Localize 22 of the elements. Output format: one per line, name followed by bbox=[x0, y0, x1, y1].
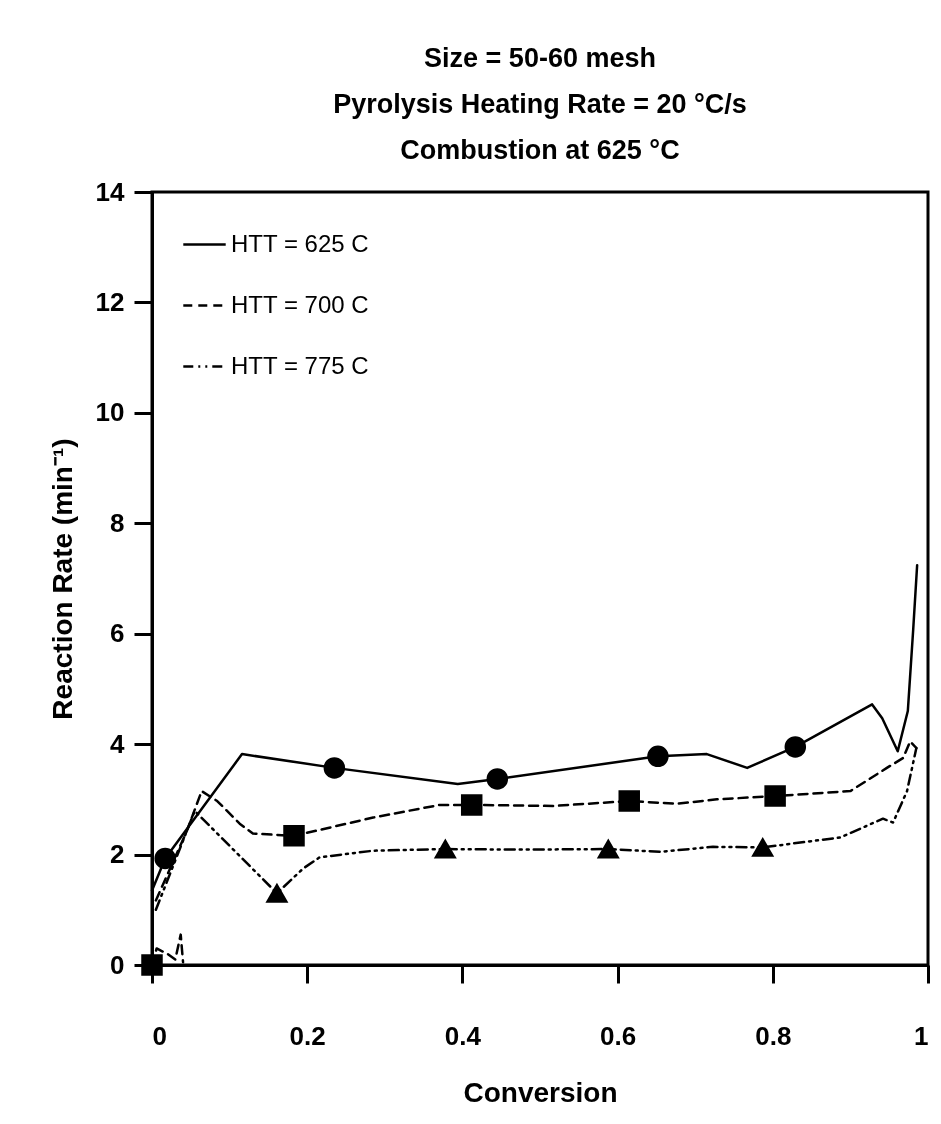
y-tick-label: 10 bbox=[95, 397, 125, 428]
x-tick-label: 0.8 bbox=[755, 1020, 792, 1051]
y-axis-title: Reaction Rate (min⁻¹) bbox=[46, 438, 78, 720]
y-tick-label: 14 bbox=[95, 176, 126, 207]
text: Size = 50-60 mesh bbox=[424, 43, 656, 73]
y-tick-label: 6 bbox=[110, 618, 125, 649]
x-tick-label: 0.2 bbox=[289, 1020, 326, 1051]
y-tick-label: 8 bbox=[110, 507, 125, 538]
y-tick-label: 12 bbox=[95, 286, 125, 317]
x-tick-label: 0 bbox=[152, 1020, 167, 1051]
legend-label: HTT = 775 C bbox=[231, 351, 369, 379]
text: Combustion at 625 °C bbox=[400, 135, 680, 165]
y-tick-label: 0 bbox=[110, 949, 125, 980]
x-axis-title: Conversion bbox=[463, 1076, 618, 1108]
x-tick-label: 1 bbox=[914, 1020, 929, 1051]
y-tick-label: 4 bbox=[110, 728, 126, 759]
x-tick-label: 0.6 bbox=[600, 1020, 637, 1051]
y-tick-label: 2 bbox=[110, 839, 125, 870]
legend-label: HTT = 700 C bbox=[231, 290, 369, 318]
legend-label: HTT = 625 C bbox=[231, 229, 369, 257]
x-tick-label: 0.4 bbox=[444, 1020, 482, 1051]
text: Pyrolysis Heating Rate = 20 °C/s bbox=[333, 89, 747, 119]
